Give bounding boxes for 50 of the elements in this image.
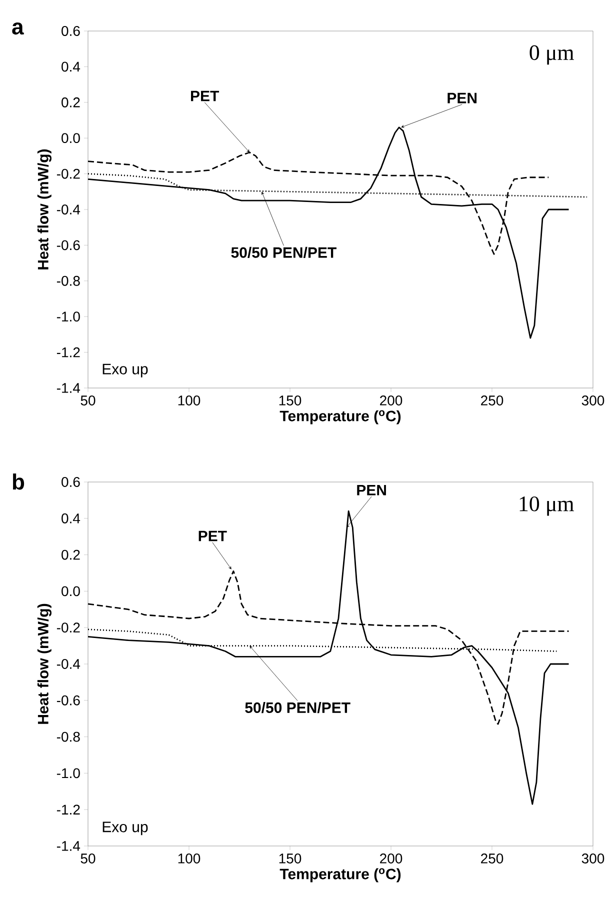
y-tick-label: 0.4 xyxy=(62,513,80,524)
annotation: 50/50 PEN/PET xyxy=(245,702,350,714)
x-tick-label: 100 xyxy=(178,396,200,406)
x-tick-label: 200 xyxy=(380,854,402,864)
y-tick-label: -1.0 xyxy=(56,768,80,778)
x-tick-label: 250 xyxy=(481,854,504,864)
y-tick-label: 0.2 xyxy=(62,550,80,560)
y-tick-label: -0.4 xyxy=(56,659,80,669)
annotation: Exo up xyxy=(102,364,148,378)
annotation: PEN xyxy=(448,92,476,104)
y-tick-label: -0.4 xyxy=(56,204,80,214)
y-tick-label: -0.6 xyxy=(56,695,80,706)
annotation: PEN xyxy=(357,484,386,496)
y-tick-label: 0.0 xyxy=(62,586,80,596)
x-tick-label: 50 xyxy=(80,854,96,864)
y-tick-label: -0.2 xyxy=(56,622,80,633)
annotation: PET xyxy=(191,90,220,102)
y-tick-label: -0.8 xyxy=(56,276,80,286)
y-tick-label: -0.8 xyxy=(56,732,80,742)
x-tick-label: 300 xyxy=(582,854,604,864)
y-tick-label: -0.2 xyxy=(56,168,80,179)
annotation: PET xyxy=(198,530,227,542)
y-tick-label: 0.6 xyxy=(62,26,80,36)
x-axis-title: Temperature ($^{o}$C) xyxy=(280,868,401,882)
y-axis-title: Heat flow (mW/g) xyxy=(37,149,52,270)
x-tick-label: 300 xyxy=(582,396,604,406)
annotation: 50/50 PEN/PET xyxy=(231,246,336,258)
x-axis-title: Temperature ($^{o}$C) xyxy=(280,410,401,424)
x-tick-label: 50 xyxy=(80,396,96,406)
x-tick-label: 100 xyxy=(178,854,200,864)
x-tick-label: 250 xyxy=(481,396,504,406)
y-tick-label: 0.0 xyxy=(62,133,80,144)
x-tick-label: 150 xyxy=(279,396,302,406)
chart-title: a xyxy=(12,22,24,35)
y-axis-title: Heat flow (mW/g) xyxy=(37,604,52,724)
annotation: 10 μm xyxy=(520,496,574,516)
chart-title: b xyxy=(12,474,24,490)
x-tick-label: 150 xyxy=(279,854,302,864)
y-tick-label: -1.0 xyxy=(56,312,80,322)
x-tick-label: 200 xyxy=(380,396,402,406)
annotation: Exo up xyxy=(102,822,148,836)
y-tick-label: 0.4 xyxy=(62,62,80,72)
y-tick-label: -1.2 xyxy=(56,347,80,358)
y-tick-label: 0.6 xyxy=(62,477,80,487)
y-tick-label: -1.4 xyxy=(56,383,80,393)
y-tick-label: 0.2 xyxy=(62,97,80,108)
y-tick-label: -0.6 xyxy=(56,240,80,250)
y-tick-label: -1.2 xyxy=(56,804,80,814)
y-tick-label: -1.4 xyxy=(56,841,80,851)
annotation: 0 μm xyxy=(530,45,574,65)
